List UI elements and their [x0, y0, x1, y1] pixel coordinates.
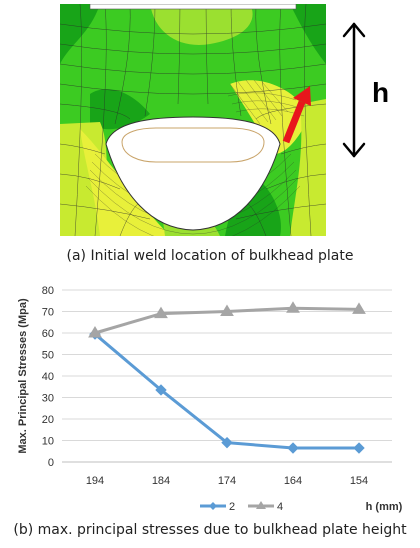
up-arrow-head [342, 22, 366, 38]
x-tick-label: 154 [350, 475, 368, 487]
y-tick-label: 80 [42, 285, 54, 297]
y-tick-label: 70 [42, 307, 54, 319]
data-point-series-2 [287, 442, 299, 454]
data-point-series-4 [88, 326, 102, 338]
y-tick-label: 60 [42, 328, 54, 340]
series-line-2 [94, 332, 359, 450]
y-tick-label: 0 [48, 457, 54, 469]
contour-region-yellow-green [290, 99, 326, 236]
height-dimension-indicator: h [342, 22, 389, 158]
contour-region-dark-green [290, 4, 326, 64]
data-point-series-4 [352, 302, 366, 314]
dimension-label-h: h [372, 77, 389, 108]
data-point-series-2 [155, 384, 167, 396]
legend-marker-4 [256, 501, 266, 509]
legend-label-2: 2 [229, 501, 235, 513]
x-tick-label: 184 [152, 475, 170, 487]
data-point-series-4 [286, 301, 300, 313]
top-flange [89, 4, 297, 10]
y-tick-label: 10 [42, 436, 54, 448]
weld-outline [121, 127, 265, 163]
y-tick-label: 50 [42, 350, 54, 362]
contour-region-dark-green [90, 89, 150, 130]
contour-region-dark-green [60, 4, 100, 64]
x-tick-label: 164 [284, 475, 302, 487]
legend-label-4: 4 [277, 501, 283, 513]
down-arrow-head [342, 142, 366, 158]
data-point-series-4 [220, 304, 234, 316]
data-point-series-2 [221, 436, 233, 449]
y-tick-label: 30 [42, 393, 54, 405]
y-tick-label: 40 [42, 371, 54, 383]
weld-location-arrow [282, 86, 311, 144]
panel-b-caption: (b) max. principal stresses due to bulkh… [13, 522, 407, 538]
data-point-series-4 [154, 306, 168, 319]
bulkhead-cutout [105, 116, 281, 231]
y-tick-label: 20 [42, 414, 54, 426]
contour-region-light-green [150, 4, 253, 45]
data-point-series-2 [353, 442, 365, 454]
x-tick-label: 174 [218, 475, 236, 487]
panel-a-caption: (a) Initial weld location of bulkhead pl… [66, 248, 354, 264]
x-tick-label: 194 [86, 475, 104, 487]
legend-marker-2 [209, 502, 217, 510]
y-axis-title: Max. Principal Stresses (Mpa) [17, 298, 29, 454]
x-axis-title: h (mm) [366, 501, 403, 513]
contour-region-dark-green [225, 174, 281, 236]
stress-line-chart: 0 10 20 30 40 50 60 70 80 194 184 174 164 154 Max. Pri… [17, 285, 403, 513]
fe-stress-contour-figure [60, 4, 326, 236]
